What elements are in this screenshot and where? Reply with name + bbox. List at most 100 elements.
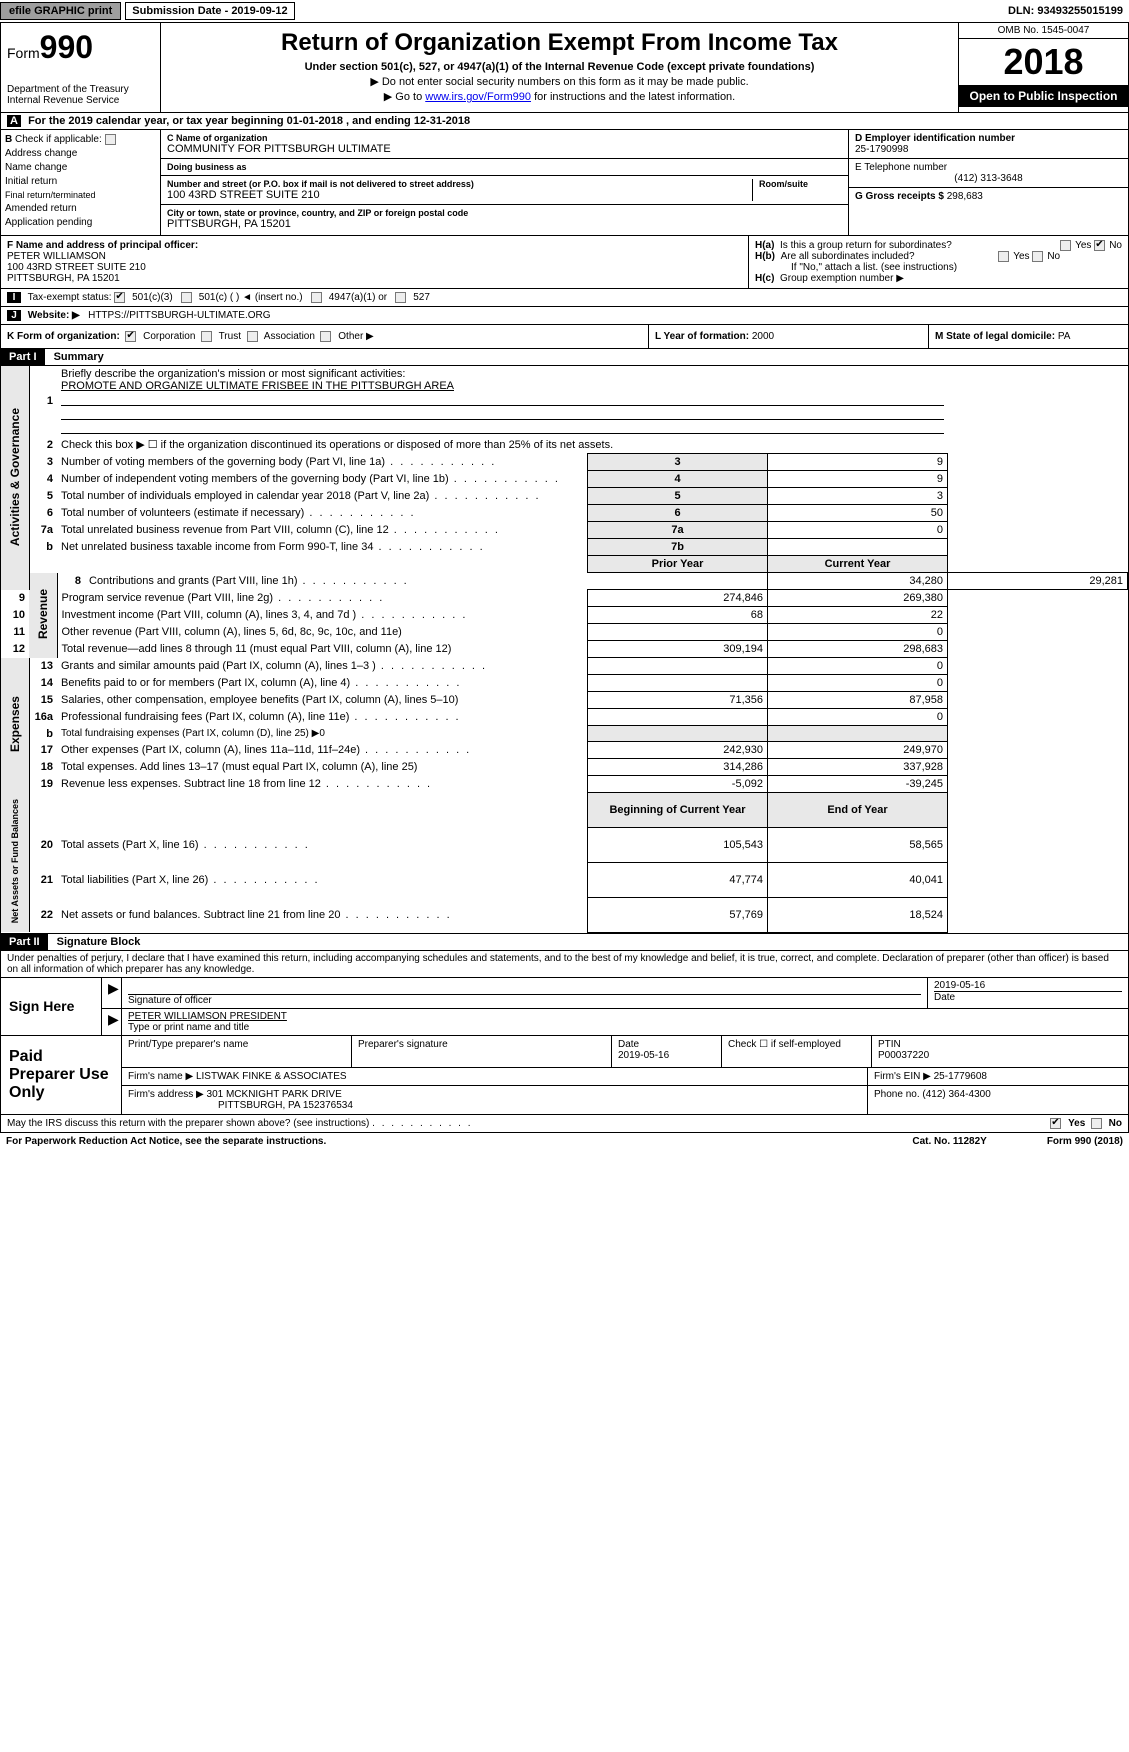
form-number: Form990 [7, 29, 154, 66]
firm-ein-value: 25-1779608 [934, 1071, 987, 1082]
check-icon[interactable] [105, 134, 116, 145]
d-gross-label: G Gross receipts $ [855, 191, 947, 202]
sig-date-cell: 2019-05-16 Date [928, 978, 1128, 1008]
bottom-line: For Paperwork Reduction Act Notice, see … [0, 1133, 1129, 1150]
column-b-checkboxes: B Check if applicable: Address change Na… [1, 130, 161, 235]
checkbox-icon [1032, 251, 1043, 262]
check-501c[interactable] [181, 292, 192, 303]
ptin-value: P00037220 [878, 1050, 1122, 1061]
efile-print-button[interactable]: efile GRAPHIC print [0, 2, 121, 20]
check-other[interactable] [320, 331, 331, 342]
c-street-label: Number and street (or P.O. box if mail i… [167, 179, 752, 189]
ha-yes-no[interactable]: Yes No [1060, 240, 1122, 251]
d-phone-label: E Telephone number [855, 162, 1122, 173]
letter-a: A [7, 115, 21, 127]
c-city-label: City or town, state or province, country… [167, 208, 842, 218]
sig-date-value: 2019-05-16 [934, 980, 1122, 991]
ha-row: H(a) Is this a group return for subordin… [755, 240, 1122, 251]
summary-table: Activities & Governance 1 Briefly descri… [1, 366, 1128, 932]
part-ii-badge: Part II [1, 934, 48, 950]
check-self-employed[interactable]: Check ☐ if self-employed [722, 1036, 872, 1067]
check-4947[interactable] [311, 292, 322, 303]
f-name: PETER WILLIAMSON [7, 251, 742, 262]
sign-here-block: Sign Here ▶ Signature of officer 2019-05… [0, 978, 1129, 1036]
table-row: 9Program service revenue (Part VIII, lin… [1, 590, 1128, 607]
table-row: bTotal fundraising expenses (Part IX, co… [1, 726, 1128, 742]
d-ein-label: D Employer identification number [855, 133, 1122, 144]
open-to-public: Open to Public Inspection [959, 85, 1128, 107]
j-value: HTTPS://PITTSBURGH-ULTIMATE.ORG [88, 310, 270, 321]
c-room-label: Room/suite [759, 179, 842, 189]
check-trust[interactable] [201, 331, 212, 342]
checkbox-checked-icon [1094, 240, 1105, 251]
line-2-text: Check this box ▶ ☐ if the organization d… [57, 436, 948, 454]
f-city: PITTSBURGH, PA 15201 [7, 273, 742, 284]
sign-here-fields: ▶ Signature of officer 2019-05-16 Date ▶… [101, 978, 1128, 1035]
paid-row-3: Firm's address ▶ 301 MCKNIGHT PARK DRIVE… [122, 1086, 1128, 1114]
table-row: 18Total expenses. Add lines 13–17 (must … [1, 759, 1128, 776]
sig-line-2: ▶ PETER WILLIAMSON PRESIDENT Type or pri… [102, 1009, 1128, 1035]
part-i-header-row: Part I Summary [0, 349, 1129, 366]
sig-officer-label: Signature of officer [128, 994, 921, 1006]
hb-yes-no[interactable]: Yes No [998, 251, 1060, 262]
discuss-yes-no[interactable]: Yes No [1050, 1118, 1122, 1129]
paid-preparer-fields: Print/Type preparer's name Preparer's si… [121, 1036, 1128, 1114]
form-note-2: ▶ Go to www.irs.gov/Form990 for instruct… [167, 90, 952, 103]
top-bar: efile GRAPHIC print Submission Date - 20… [0, 0, 1129, 22]
vtab-revenue: Revenue [29, 573, 57, 658]
table-row: Net Assets or Fund BalancesBeginning of … [1, 793, 1128, 828]
form-prefix: Form [7, 45, 40, 61]
table-row: 17Other expenses (Part IX, column (A), l… [1, 742, 1128, 759]
hb-row: H(b) Are all subordinates included? Yes … [755, 251, 1122, 262]
check-address-change[interactable]: Address change [5, 148, 156, 159]
column-d-contact: D Employer identification number 25-1790… [848, 130, 1128, 235]
firm-phone-value: (412) 364-4300 [922, 1089, 990, 1100]
form-990-big: 990 [40, 29, 93, 65]
table-row: 5Total number of individuals employed in… [1, 488, 1128, 505]
checkbox-checked-icon [1050, 1118, 1061, 1129]
i-label: Tax-exempt status: [28, 292, 112, 303]
part-i-title: Summary [48, 349, 110, 365]
check-527[interactable] [395, 292, 406, 303]
table-row: 15Salaries, other compensation, employee… [1, 692, 1128, 709]
cat-no: Cat. No. 11282Y [912, 1136, 986, 1147]
m-label: M State of legal domicile: [935, 331, 1058, 342]
check-final-return[interactable]: Final return/terminated [5, 190, 156, 200]
row-a-text: For the 2019 calendar year, or tax year … [28, 115, 470, 127]
l-label: L Year of formation: [655, 331, 752, 342]
checkbox-icon [998, 251, 1009, 262]
row-a-tax-year: A For the 2019 calendar year, or tax yea… [0, 113, 1129, 130]
check-501c3[interactable] [114, 292, 125, 303]
name-title-label: Type or print name and title [128, 1022, 1122, 1033]
table-row: 2 Check this box ▶ ☐ if the organization… [1, 436, 1128, 454]
section-bcd: B Check if applicable: Address change Na… [0, 130, 1129, 236]
header-right: OMB No. 1545-0047 2018 Open to Public In… [958, 23, 1128, 112]
check-corp[interactable] [125, 331, 136, 342]
table-row: Revenue8Contributions and grants (Part V… [1, 573, 1128, 590]
b-header: B Check if applicable: [5, 134, 156, 145]
row-klm: K Form of organization: Corporation Trus… [0, 325, 1129, 349]
check-application-pending[interactable]: Application pending [5, 217, 156, 228]
perjury-statement: Under penalties of perjury, I declare th… [0, 951, 1129, 978]
check-assoc[interactable] [247, 331, 258, 342]
h-group-block: H(a) Is this a group return for subordin… [748, 236, 1128, 288]
k-label: K Form of organization: [7, 331, 120, 342]
sig-date-label: Date [934, 991, 1122, 1003]
l-value: 2000 [752, 331, 774, 342]
check-initial-return[interactable]: Initial return [5, 176, 156, 187]
c-dba-block: Doing business as [161, 159, 848, 176]
table-row: bNet unrelated business taxable income f… [1, 539, 1128, 556]
l-year-formation: L Year of formation: 2000 [648, 325, 928, 348]
check-amended-return[interactable]: Amended return [5, 203, 156, 214]
form-header: Form990 Department of the Treasury Inter… [0, 22, 1129, 113]
firm-addr1-value: 301 MCKNIGHT PARK DRIVE [207, 1089, 342, 1100]
dln-label: DLN: 93493255015199 [1008, 5, 1129, 17]
part-i-badge: Part I [1, 349, 45, 365]
prep-sig-label: Preparer's signature [358, 1039, 605, 1050]
c-street-value: 100 43RD STREET SUITE 210 [167, 189, 752, 201]
check-name-change[interactable]: Name change [5, 162, 156, 173]
paid-row-1: Print/Type preparer's name Preparer's si… [122, 1036, 1128, 1068]
irs-link[interactable]: www.irs.gov/Form990 [425, 91, 531, 103]
form-subtitle: Under section 501(c), 527, or 4947(a)(1)… [167, 61, 952, 73]
table-row: 19Revenue less expenses. Subtract line 1… [1, 776, 1128, 793]
